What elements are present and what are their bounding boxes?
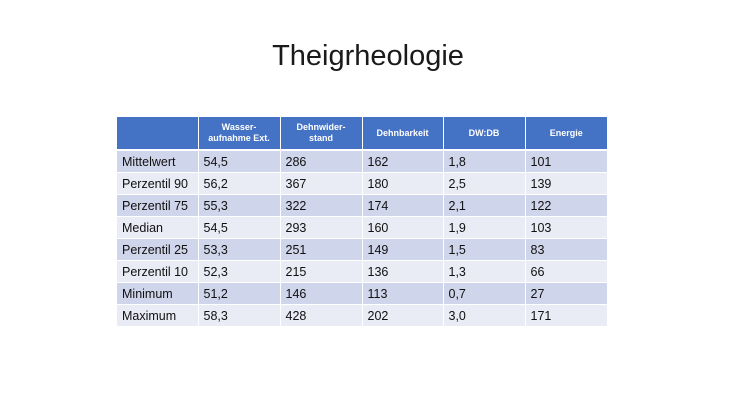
- table-cell-energie: 103: [525, 216, 607, 239]
- table-cell-row-label: Perzentil 90: [117, 172, 199, 195]
- header-cell-row-label: [117, 117, 199, 151]
- table-cell-dehnbarkeit: 180: [362, 172, 444, 195]
- table-cell-row-label: Maximum: [117, 304, 199, 327]
- table-cell-row-label: Perzentil 25: [117, 238, 199, 261]
- header-cell-dehnbarkeit: Dehnbarkeit: [362, 117, 444, 151]
- table-cell-dehnwiderstand: 428: [280, 304, 363, 327]
- table-cell-dehnwiderstand: 251: [280, 238, 363, 261]
- table-cell-dw-db: 2,1: [443, 194, 526, 217]
- slide-title: Theigrheologie: [272, 40, 464, 72]
- table-row: Median 54,5 293 160 1,9 103: [117, 216, 607, 239]
- table-cell-dehnwiderstand: 286: [280, 150, 363, 173]
- table-cell-wasseraufnahme: 53,3: [198, 238, 281, 261]
- table-cell-dehnwiderstand: 146: [280, 282, 363, 305]
- header-cell-wasseraufnahme: Wasser- aufnahme Ext.: [198, 117, 281, 151]
- header-cell-dw-db: DW:DB: [443, 117, 526, 151]
- table-cell-row-label: Median: [117, 216, 199, 239]
- table-cell-energie: 66: [525, 260, 607, 283]
- table-cell-dehnwiderstand: 293: [280, 216, 363, 239]
- table-cell-dehnbarkeit: 160: [362, 216, 444, 239]
- table-row: Perzentil 25 53,3 251 149 1,5 83: [117, 238, 607, 261]
- table-cell-dw-db: 1,5: [443, 238, 526, 261]
- table-cell-dehnwiderstand: 367: [280, 172, 363, 195]
- table-cell-dw-db: 1,9: [443, 216, 526, 239]
- table-row: Perzentil 90 56,2 367 180 2,5 139: [117, 172, 607, 195]
- table-cell-dehnwiderstand: 322: [280, 194, 363, 217]
- table-row: Maximum 58,3 428 202 3,0 171: [117, 304, 607, 327]
- table-row: Perzentil 75 55,3 322 174 2,1 122: [117, 194, 607, 217]
- table-cell-dehnbarkeit: 149: [362, 238, 444, 261]
- table-cell-dw-db: 0,7: [443, 282, 526, 305]
- table-cell-energie: 139: [525, 172, 607, 195]
- table-cell-dw-db: 2,5: [443, 172, 526, 195]
- table-cell-row-label: Mittelwert: [117, 150, 199, 173]
- table-cell-energie: 101: [525, 150, 607, 173]
- table-cell-wasseraufnahme: 51,2: [198, 282, 281, 305]
- table-cell-dehnbarkeit: 202: [362, 304, 444, 327]
- table-cell-wasseraufnahme: 56,2: [198, 172, 281, 195]
- table-row: Perzentil 10 52,3 215 136 1,3 66: [117, 260, 607, 283]
- data-table: Wasser- aufnahme Ext. Dehnwider- stand D…: [117, 117, 607, 327]
- table-cell-dehnwiderstand: 215: [280, 260, 363, 283]
- table-cell-dw-db: 1,3: [443, 260, 526, 283]
- table-cell-dehnbarkeit: 162: [362, 150, 444, 173]
- table-cell-wasseraufnahme: 55,3: [198, 194, 281, 217]
- table-row: Minimum 51,2 146 113 0,7 27: [117, 282, 607, 305]
- header-cell-energie: Energie: [525, 117, 607, 151]
- table-cell-row-label: Minimum: [117, 282, 199, 305]
- table-cell-row-label: Perzentil 10: [117, 260, 199, 283]
- table-cell-row-label: Perzentil 75: [117, 194, 199, 217]
- table-cell-dehnbarkeit: 136: [362, 260, 444, 283]
- table-cell-energie: 171: [525, 304, 607, 327]
- table-cell-wasseraufnahme: 54,5: [198, 150, 281, 173]
- table-cell-energie: 83: [525, 238, 607, 261]
- table-cell-dehnbarkeit: 174: [362, 194, 444, 217]
- table-row: Mittelwert 54,5 286 162 1,8 101: [117, 150, 607, 173]
- table-cell-dehnbarkeit: 113: [362, 282, 444, 305]
- table-body: Mittelwert 54,5 286 162 1,8 101 Perzentil 90 56…: [117, 150, 607, 327]
- table-cell-dw-db: 1,8: [443, 150, 526, 173]
- table-cell-energie: 122: [525, 194, 607, 217]
- table-header-row: Wasser- aufnahme Ext. Dehnwider- stand D…: [117, 117, 607, 151]
- table-cell-wasseraufnahme: 54,5: [198, 216, 281, 239]
- table-cell-dw-db: 3,0: [443, 304, 526, 327]
- table-cell-wasseraufnahme: 58,3: [198, 304, 281, 327]
- table-cell-energie: 27: [525, 282, 607, 305]
- header-cell-dehnwiderstand: Dehnwider- stand: [280, 117, 363, 151]
- table-cell-wasseraufnahme: 52,3: [198, 260, 281, 283]
